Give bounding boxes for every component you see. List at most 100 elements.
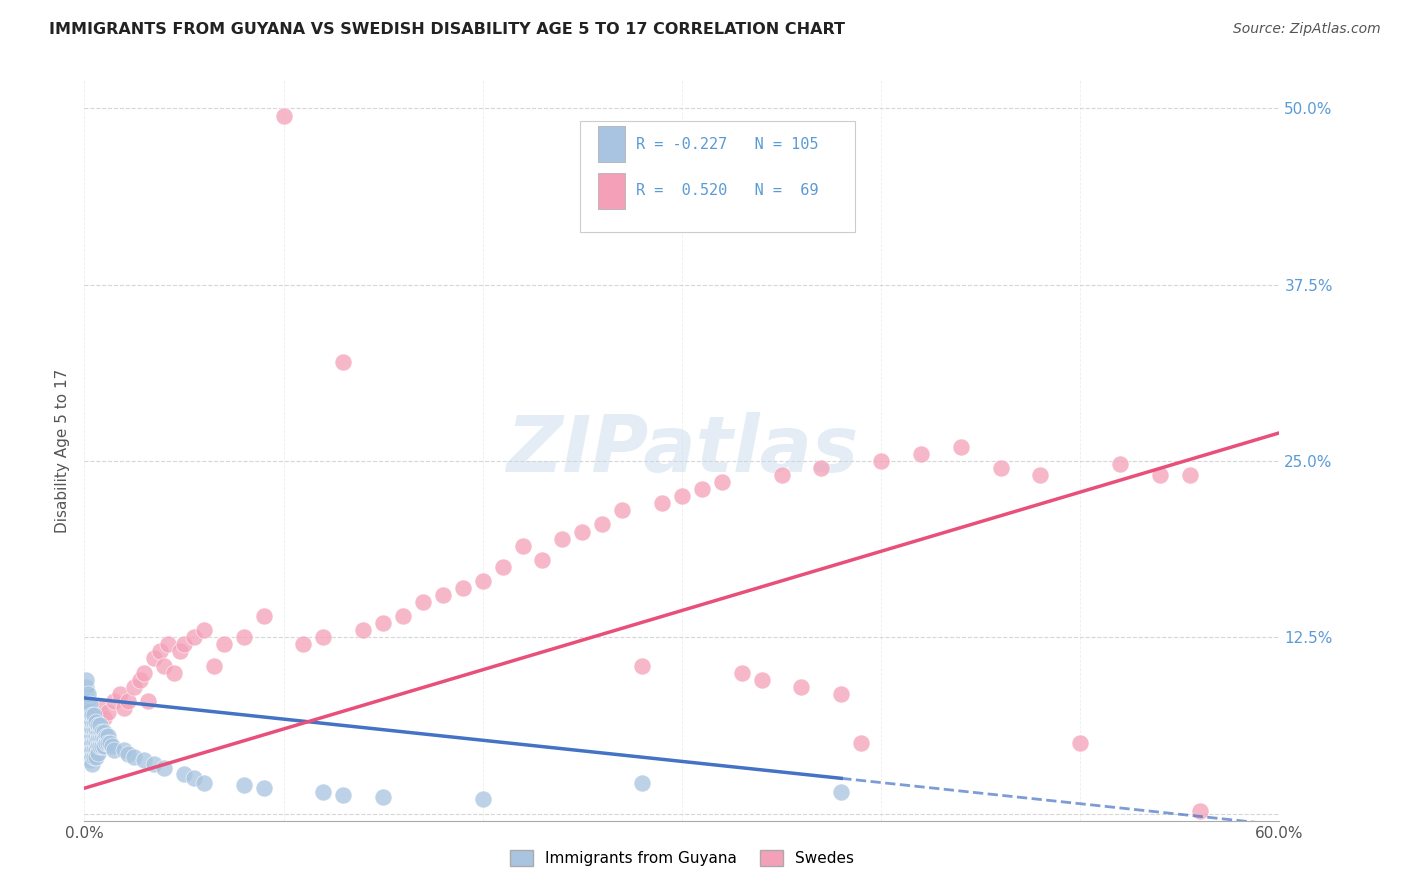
Point	[332, 789, 354, 803]
Point	[122, 750, 145, 764]
Point	[75, 694, 97, 708]
Point	[990, 461, 1012, 475]
Point	[193, 775, 215, 789]
Point	[75, 722, 97, 736]
Point	[101, 739, 124, 753]
Point	[82, 729, 104, 743]
Text: ZIPatlas: ZIPatlas	[506, 412, 858, 489]
Point	[79, 717, 101, 731]
Point	[1188, 804, 1211, 818]
Point	[710, 475, 733, 490]
Point	[77, 694, 100, 708]
Point	[671, 489, 693, 503]
Point	[75, 673, 97, 687]
Point	[87, 746, 110, 760]
Point	[163, 665, 186, 680]
Point	[173, 767, 195, 781]
Point	[631, 775, 654, 789]
Point	[173, 637, 195, 651]
Point	[352, 624, 374, 638]
Point	[82, 757, 104, 772]
Point	[651, 496, 673, 510]
Point	[79, 746, 101, 760]
Point	[851, 736, 873, 750]
Point	[631, 658, 654, 673]
Point	[77, 722, 100, 736]
FancyBboxPatch shape	[581, 121, 855, 232]
Point	[149, 644, 172, 658]
Point	[82, 714, 104, 729]
Point	[273, 109, 295, 123]
Point	[690, 482, 713, 496]
Point	[591, 517, 613, 532]
Point	[91, 724, 114, 739]
Point	[153, 762, 176, 776]
Point	[75, 722, 97, 736]
Point	[77, 714, 100, 729]
Point	[77, 750, 100, 764]
Point	[790, 680, 813, 694]
Point	[79, 704, 101, 718]
Point	[83, 743, 105, 757]
Point	[89, 724, 111, 739]
FancyBboxPatch shape	[599, 173, 624, 209]
Point	[89, 739, 111, 753]
Point	[183, 772, 205, 786]
Point	[83, 736, 105, 750]
Point	[202, 658, 225, 673]
Point	[82, 750, 104, 764]
Point	[75, 736, 97, 750]
Point	[77, 714, 100, 729]
Point	[87, 722, 110, 736]
Point	[77, 729, 100, 743]
Point	[373, 616, 395, 631]
Point	[75, 687, 97, 701]
Point	[157, 637, 180, 651]
Point	[89, 717, 111, 731]
Text: R =  0.520   N =  69: R = 0.520 N = 69	[637, 184, 820, 198]
Point	[1109, 457, 1132, 471]
Point	[77, 701, 100, 715]
Point	[82, 722, 104, 736]
Point	[77, 743, 100, 757]
Point	[87, 739, 110, 753]
Point	[312, 785, 335, 799]
Point	[612, 503, 634, 517]
Point	[97, 705, 120, 719]
Text: R = -0.227   N = 105: R = -0.227 N = 105	[637, 136, 820, 152]
Point	[83, 714, 105, 729]
Point	[143, 757, 166, 772]
Point	[93, 724, 115, 739]
Point	[103, 743, 125, 757]
Point	[79, 739, 101, 753]
Point	[870, 454, 893, 468]
Point	[93, 711, 115, 725]
Point	[830, 687, 852, 701]
Point	[79, 707, 101, 722]
Point	[77, 707, 100, 722]
Point	[89, 701, 111, 715]
Point	[75, 701, 97, 715]
Point	[193, 624, 215, 638]
Point	[77, 736, 100, 750]
Point	[212, 637, 235, 651]
Point	[117, 747, 139, 762]
Point	[551, 532, 574, 546]
Point	[86, 743, 108, 757]
Point	[471, 792, 494, 806]
Point	[83, 729, 105, 743]
Point	[751, 673, 773, 687]
Point	[79, 697, 101, 711]
Point	[83, 722, 105, 736]
Point	[136, 694, 159, 708]
Point	[122, 680, 145, 694]
Point	[949, 440, 972, 454]
Point	[91, 739, 114, 753]
Point	[253, 609, 276, 624]
Point	[731, 665, 754, 680]
Point	[82, 743, 104, 757]
Text: Source: ZipAtlas.com: Source: ZipAtlas.com	[1233, 22, 1381, 37]
Point	[83, 750, 105, 764]
Point	[492, 559, 515, 574]
Point	[412, 595, 434, 609]
